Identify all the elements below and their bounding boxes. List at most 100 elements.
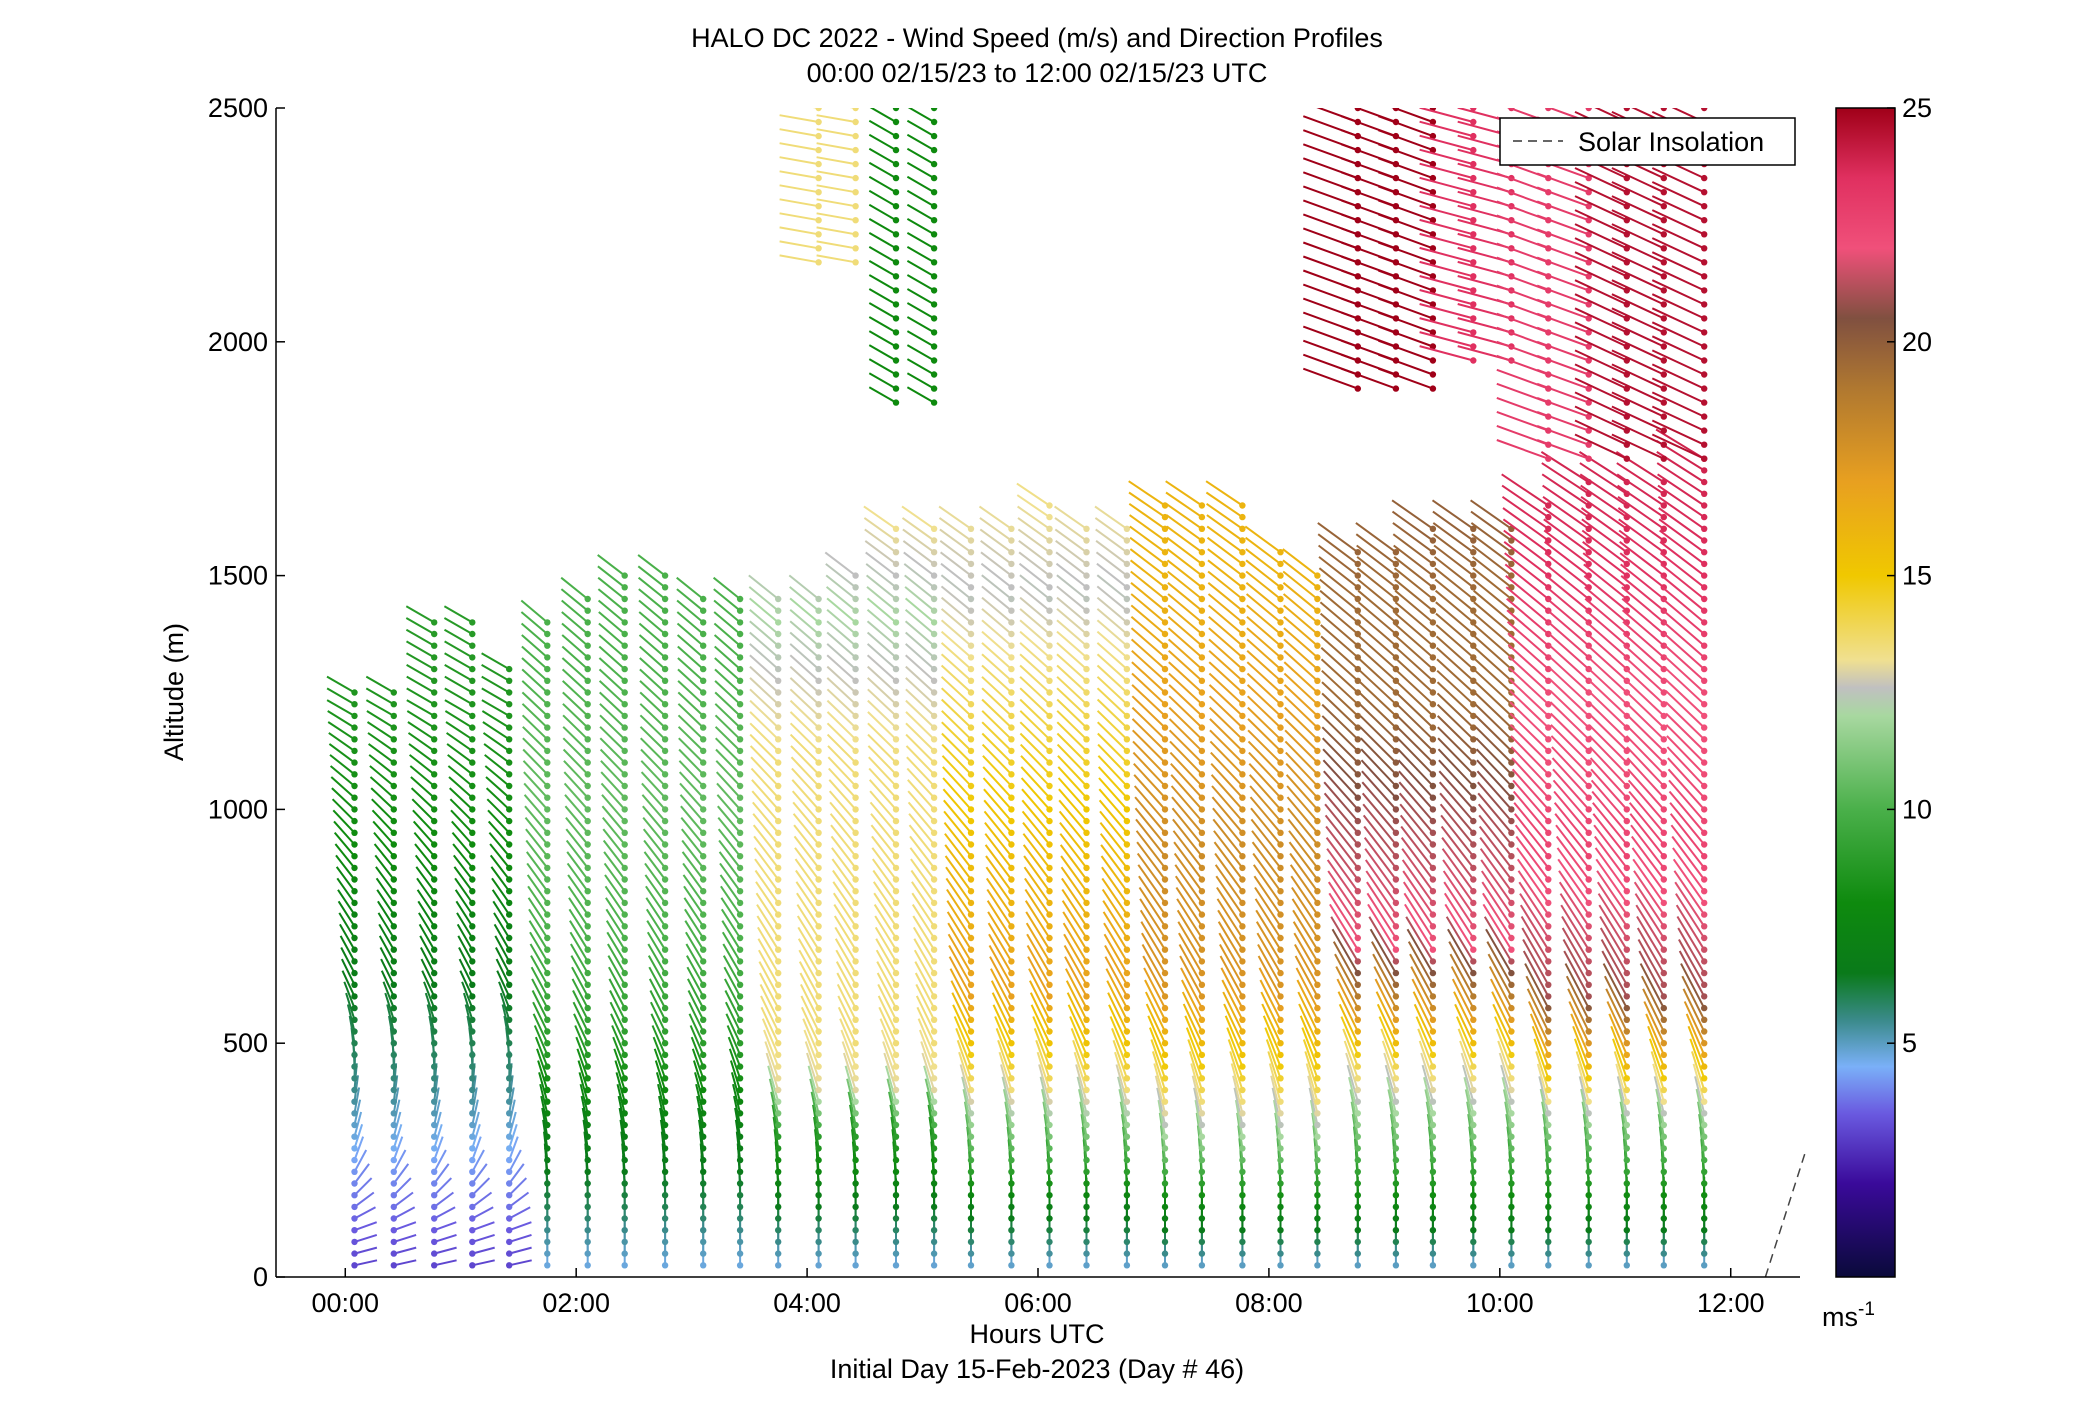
wind-barb-point	[390, 1075, 397, 1082]
wind-barb-shaft	[1378, 129, 1434, 152]
wind-barb-shaft	[433, 1177, 453, 1196]
wind-barb-point	[815, 911, 822, 918]
wind-barb-shaft	[1282, 593, 1319, 624]
wind-barb-shaft	[525, 828, 549, 857]
wind-barb-shaft	[1099, 810, 1128, 846]
wind-barb-shaft	[981, 642, 1013, 670]
wind-barb-point	[661, 1227, 669, 1234]
wind-barb-shaft	[1172, 818, 1203, 857]
wind-barb-shaft	[1568, 1001, 1590, 1044]
wind-barb-point	[661, 1156, 669, 1164]
wind-barb-shaft	[1139, 909, 1166, 951]
wind-barb-shaft	[906, 260, 935, 278]
wind-barb-shaft	[1283, 650, 1319, 682]
wind-barb-shaft	[1624, 108, 1627, 109]
wind-barb-shaft	[1105, 968, 1128, 1009]
wind-barb-point	[852, 1028, 859, 1035]
wind-barb-shaft	[906, 358, 935, 376]
wind-barb-point	[661, 736, 669, 743]
wind-barb-shaft	[522, 760, 549, 787]
wind-barb-shaft	[1574, 251, 1628, 278]
wind-barb-shaft	[1208, 695, 1244, 729]
wind-barb-shaft	[1130, 638, 1166, 670]
wind-barb-shaft	[1097, 743, 1128, 775]
wind-barb-shaft	[828, 790, 857, 822]
wind-barb-shaft	[1322, 759, 1359, 799]
wind-barb-point	[1354, 1016, 1362, 1023]
wind-barb-shaft	[1697, 1101, 1706, 1137]
wind-barb-point	[431, 677, 438, 684]
wind-barb-point	[1198, 794, 1206, 801]
wind-barb-shaft	[1362, 814, 1397, 857]
wind-barb-shaft	[1030, 1004, 1051, 1044]
wind-barb-point	[469, 1063, 476, 1070]
wind-barb-shaft	[826, 733, 857, 764]
wind-barb-point	[1008, 712, 1015, 720]
wind-barb-shaft	[1095, 528, 1128, 554]
wind-barb-point	[1545, 502, 1552, 509]
wind-barb-shaft	[732, 1083, 742, 1114]
wind-barb-shaft	[1663, 632, 1705, 670]
wind-barb-point	[815, 1227, 822, 1234]
wind-barb-point	[1277, 724, 1284, 731]
wind-barb-shaft	[1504, 1101, 1513, 1137]
wind-barb-point	[1623, 455, 1631, 462]
wind-barb-point	[736, 817, 744, 825]
wind-barb-shaft	[714, 691, 741, 717]
wind-barb-point	[469, 829, 476, 836]
wind-barb-point	[1161, 689, 1169, 696]
wind-barb-shaft	[639, 657, 666, 682]
wind-barb-point	[736, 630, 744, 638]
wind-barb-shaft	[868, 232, 897, 250]
wind-barb-shaft	[567, 885, 589, 916]
wind-barb-shaft	[1574, 279, 1628, 306]
wind-barb-point	[1392, 1238, 1400, 1246]
wind-barb-shaft	[752, 801, 779, 834]
wind-barb-point	[390, 993, 397, 1000]
wind-barb-point	[1008, 1227, 1015, 1234]
wind-barb-shaft	[1098, 799, 1128, 834]
wind-barb-point	[852, 108, 859, 112]
wind-barb-point	[736, 1063, 744, 1070]
wind-barb-point	[1083, 1156, 1090, 1164]
wind-barb-shaft	[331, 798, 356, 822]
wind-barb-point	[1277, 911, 1284, 918]
wind-barb-point	[1545, 1262, 1552, 1269]
wind-barb-shaft	[1454, 1003, 1475, 1044]
wind-barb-shaft	[1318, 556, 1359, 589]
wind-barb-shaft	[1507, 108, 1512, 109]
wind-barb-point	[1277, 584, 1284, 591]
wind-barb-point	[1161, 712, 1169, 720]
wind-barb-shaft	[1574, 363, 1628, 390]
wind-barb-shaft	[490, 866, 511, 892]
wind-barb-point	[1277, 1262, 1284, 1269]
wind-barb-point	[1508, 946, 1515, 953]
wind-barb-shaft	[408, 754, 435, 776]
wind-barb-point	[1470, 619, 1477, 626]
wind-barb-point	[584, 817, 591, 825]
wind-barb-shaft	[536, 1048, 549, 1079]
wind-barb-point	[736, 736, 744, 743]
wind-barb-shaft	[809, 1078, 820, 1114]
wind-barb-point	[700, 1238, 707, 1246]
wind-barb-point	[1277, 969, 1284, 977]
wind-barb-point	[1508, 537, 1515, 544]
wind-barb-shaft	[602, 816, 626, 846]
wind-barb-shaft	[1319, 601, 1359, 635]
wind-barb-point	[584, 689, 591, 696]
wind-barb-point	[1701, 1156, 1708, 1164]
wind-barb-point	[1198, 642, 1206, 649]
wind-barb-point	[1123, 1004, 1131, 1012]
wind-barb-point	[967, 1063, 975, 1070]
wind-barb-point	[469, 969, 476, 977]
wind-barb-point	[892, 245, 900, 252]
wind-barb-shaft	[1115, 1064, 1128, 1102]
wind-barb-shaft	[869, 108, 897, 123]
wind-barb-point	[930, 923, 938, 930]
wind-barb-point	[1046, 654, 1053, 661]
wind-barb-point	[469, 1215, 476, 1222]
wind-barb-shaft	[1611, 307, 1665, 334]
wind-barb-point	[1046, 1227, 1053, 1234]
wind-barb-point	[1392, 1227, 1400, 1234]
wind-barb-point	[390, 934, 397, 942]
